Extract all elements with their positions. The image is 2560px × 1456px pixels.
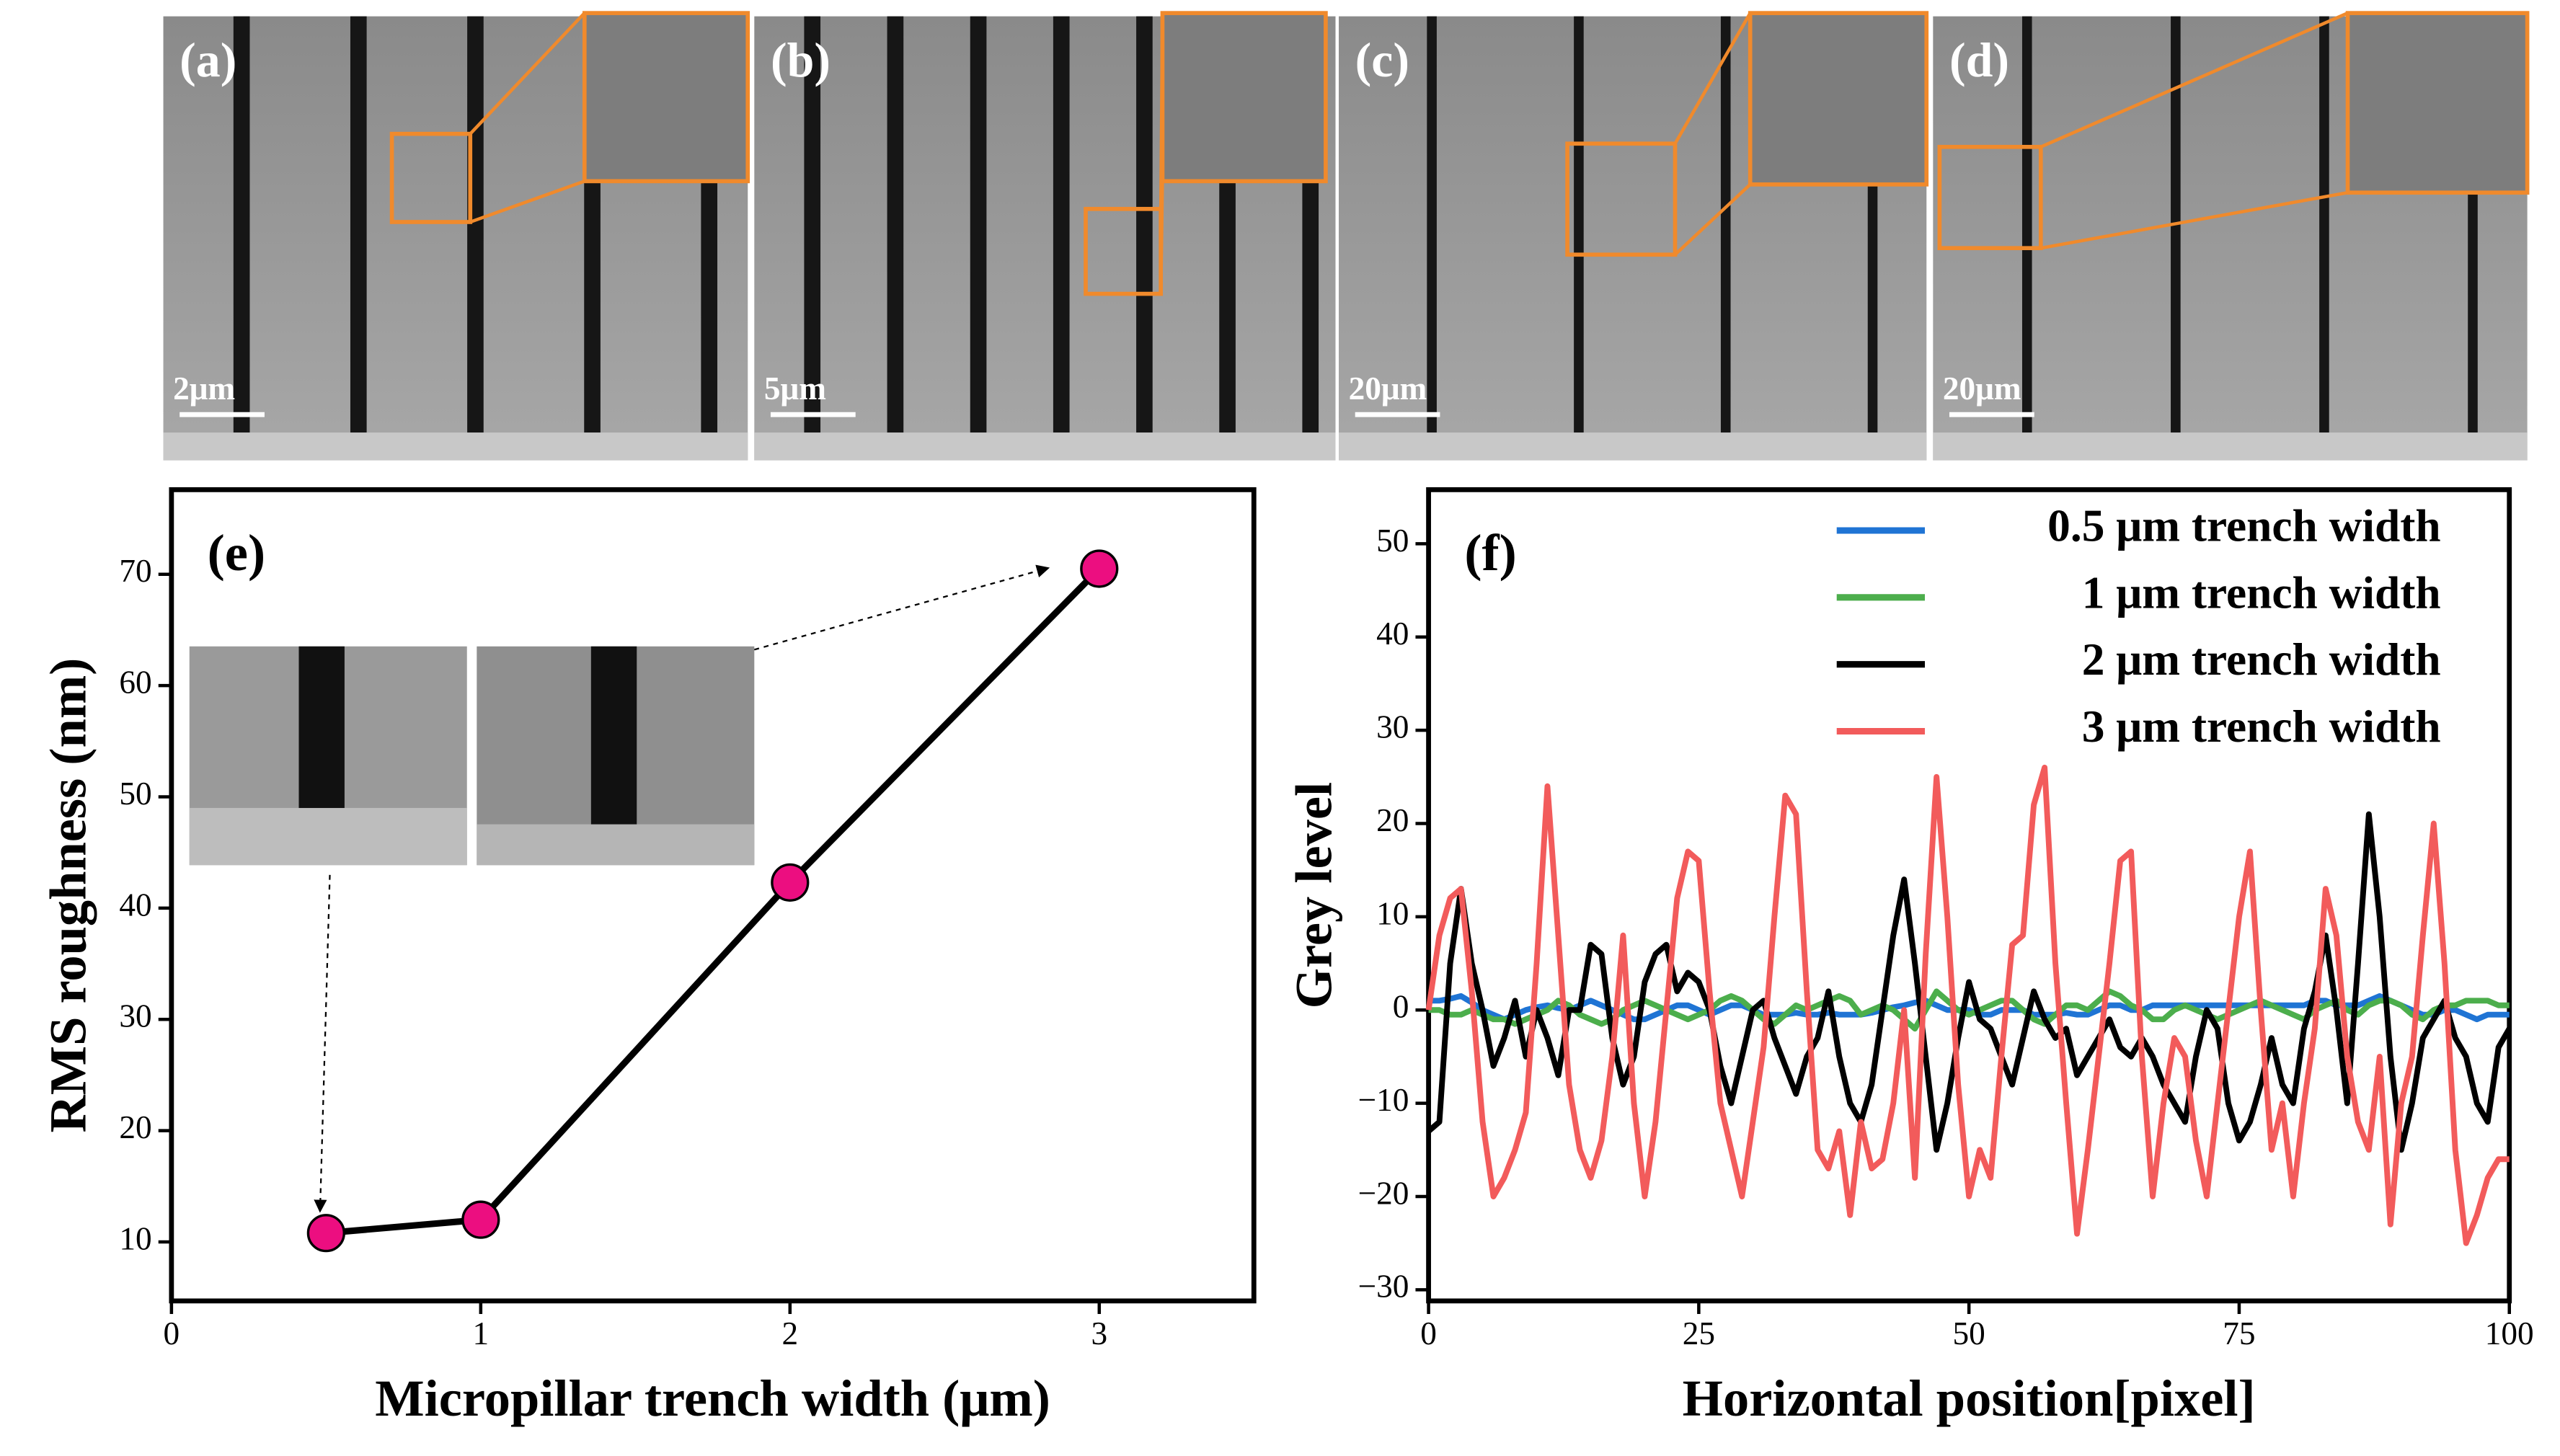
sem-trench [2319, 16, 2329, 433]
sem-trench [467, 16, 484, 433]
scale-bar-label: 5μm [764, 370, 826, 407]
sem-panel: (c) 20μm [1339, 11, 1929, 461]
x-tick-label: 25 [1683, 1315, 1715, 1351]
y-tick-label: −20 [1358, 1175, 1409, 1211]
sem-trench [1720, 16, 1731, 433]
data-point [1080, 549, 1119, 588]
y-tick-label: 20 [119, 1109, 151, 1145]
sem-trench [1574, 16, 1584, 433]
legend-label: 0.5 μm trench width [2047, 501, 2440, 551]
inset-trench [298, 646, 345, 826]
zoom-box [389, 131, 473, 224]
panel-label: (e) [208, 523, 265, 582]
data-line [1426, 811, 2512, 1153]
y-tick-label: 20 [1376, 802, 1409, 838]
y-axis-label: RMS roughness (nm) [39, 658, 97, 1133]
data-point [771, 863, 810, 902]
y-tick-label: −10 [1358, 1082, 1409, 1118]
y-tick-label: 0 [1393, 989, 1409, 1025]
panel-label: (d) [1949, 32, 2009, 87]
zoom-view [1160, 11, 1328, 184]
y-tick-label: 40 [1376, 616, 1409, 652]
sem-base [163, 432, 748, 461]
y-tick-label: 50 [119, 776, 151, 812]
sem-trench [350, 16, 367, 433]
sem-base [1339, 432, 1927, 461]
sem-panel: (d) 20μm [1933, 11, 2530, 461]
x-tick-label: 50 [1953, 1315, 1985, 1351]
legend-label: 2 μm trench width [2082, 634, 2441, 685]
y-tick-label: 10 [1376, 895, 1409, 931]
legend-label: 1 μm trench width [2082, 567, 2441, 618]
zoom-line [2039, 12, 2349, 148]
sem-trench [1136, 16, 1153, 433]
sem-panel: (a) 2μm [163, 11, 750, 461]
zoom-view [2345, 11, 2530, 195]
sem-base [1933, 432, 2528, 461]
zoom-line [469, 12, 586, 136]
data-line [1425, 764, 2510, 1246]
zoom-line [1159, 181, 1164, 294]
sem-panel: (b) 5μm [754, 11, 1336, 461]
zoom-line [1673, 12, 1752, 145]
zoom-view [582, 11, 750, 184]
x-axis-label: Micropillar trench width (μm) [375, 1369, 1050, 1427]
zoom-line [1159, 13, 1164, 209]
y-tick-label: 50 [1376, 523, 1409, 559]
legend-label: 3 μm trench width [2082, 701, 2441, 752]
sem-trench [970, 16, 987, 433]
inset-base [189, 807, 467, 866]
zoom-line [2040, 190, 2348, 250]
sem-trench [1053, 16, 1070, 433]
x-tick-label: 0 [164, 1315, 180, 1351]
scale-bar-label: 2μm [173, 370, 235, 407]
x-tick-label: 1 [473, 1315, 490, 1351]
y-tick-label: 40 [119, 887, 151, 923]
x-tick-label: 0 [1420, 1315, 1437, 1351]
data-point [306, 1214, 345, 1253]
sem-trench [804, 16, 821, 433]
y-tick-label: 10 [119, 1220, 151, 1256]
sem-trench [887, 16, 904, 433]
panel-label: (a) [180, 32, 236, 87]
x-tick-label: 2 [781, 1315, 798, 1351]
zoom-box [1565, 141, 1678, 257]
x-tick-label: 100 [2485, 1315, 2534, 1351]
y-tick-label: 30 [1376, 709, 1409, 745]
sem-base [754, 432, 1336, 461]
x-axis-label: Horizontal position[pixel] [1683, 1369, 2256, 1427]
zoom-line [1673, 183, 1752, 256]
arrow [314, 874, 331, 1213]
y-tick-label: 60 [119, 664, 151, 700]
sem-trench [233, 16, 250, 433]
plot-frame [169, 487, 1257, 1304]
data-point [461, 1200, 500, 1239]
zoom-line [469, 179, 585, 224]
arrow [754, 564, 1050, 651]
inset-base [477, 824, 755, 866]
inset-images [189, 564, 1050, 1213]
y-axis-label: Grey level [1284, 782, 1342, 1009]
scale-bar-label: 20μm [1349, 370, 1427, 407]
x-tick-label: 3 [1091, 1315, 1107, 1351]
zoom-box [1937, 144, 2043, 251]
panel-label: (c) [1355, 32, 1409, 87]
y-tick-label: −30 [1358, 1269, 1409, 1305]
sem-trench [1427, 16, 1437, 433]
zoom-view [1748, 11, 1929, 187]
y-tick-label: 30 [119, 998, 151, 1034]
panel-label: (b) [771, 32, 831, 87]
data-line [325, 566, 1102, 1237]
sem-trench [2021, 16, 2032, 433]
x-tick-label: 75 [2223, 1315, 2255, 1351]
inset-trench [590, 646, 637, 835]
y-tick-label: 70 [119, 553, 151, 589]
panel-label: (f) [1464, 523, 1516, 582]
scale-bar-label: 20μm [1943, 370, 2021, 407]
